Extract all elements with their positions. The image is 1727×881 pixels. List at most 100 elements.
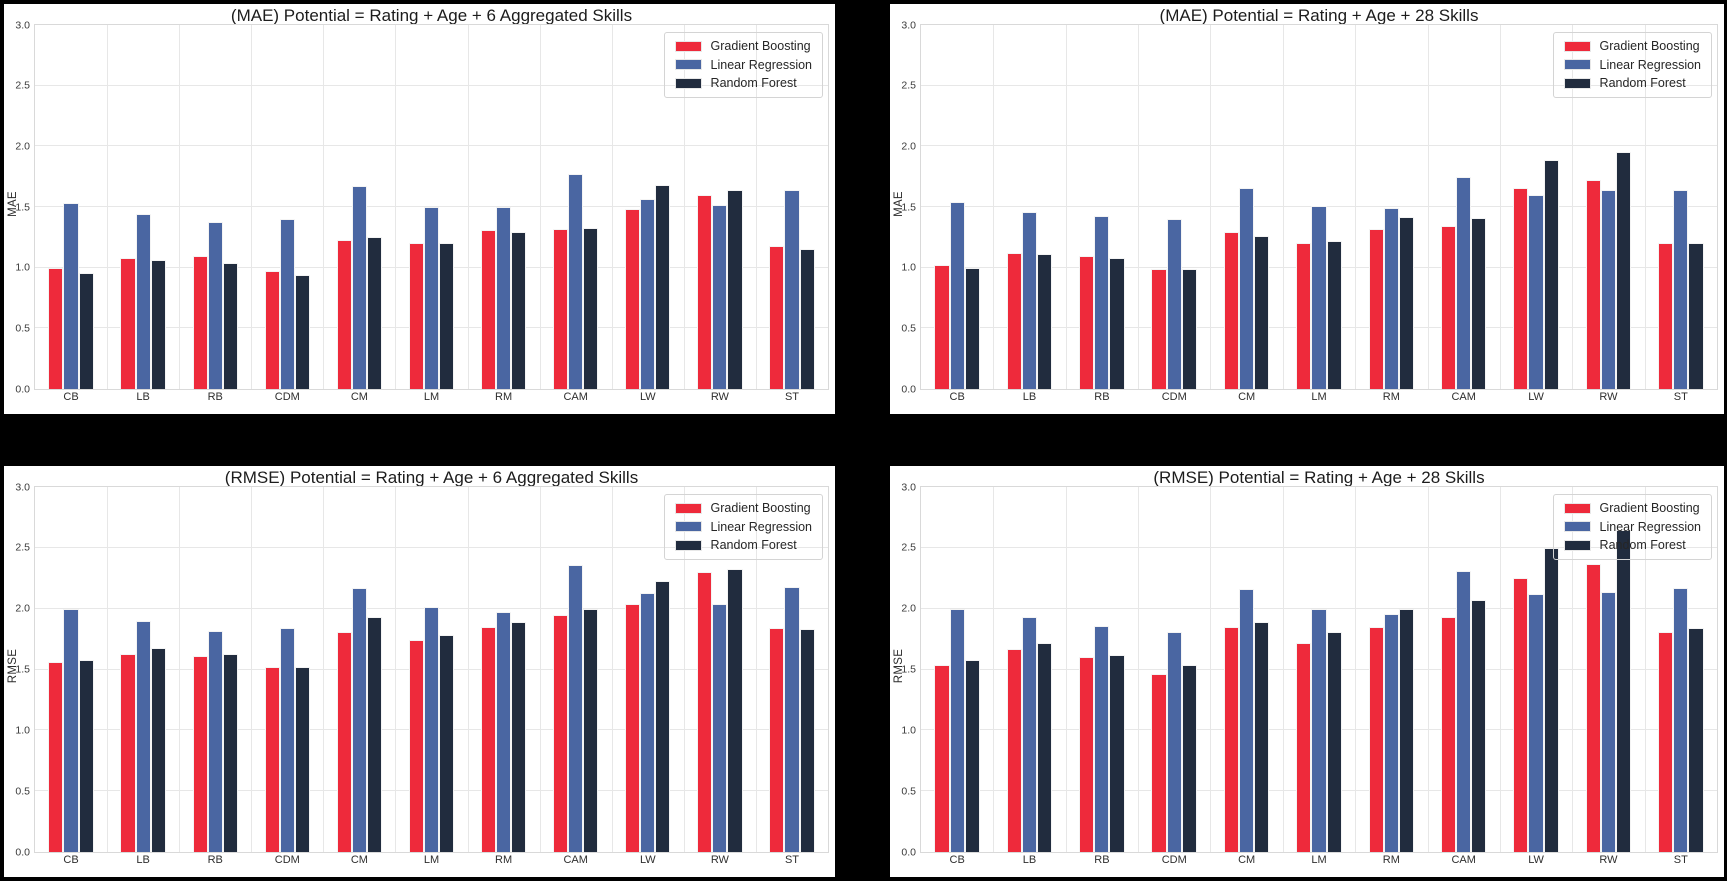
y-tick-label: 0.0 bbox=[901, 845, 916, 858]
bar-gradient-boosting-cm bbox=[1223, 232, 1240, 389]
bar-random-forest-st bbox=[1688, 628, 1704, 852]
bar-random-forest-rm bbox=[511, 232, 527, 389]
y-tick-label: 0.0 bbox=[901, 382, 916, 395]
x-tick-label-rb: RB bbox=[1094, 391, 1110, 403]
x-axis-labels: CB LB RB CDM CM LM RM CAM LW RW ST bbox=[35, 392, 828, 403]
legend: Gradient Boosting Linear Regression Random… bbox=[1552, 32, 1712, 98]
bar-gradient-boosting-rm bbox=[480, 626, 497, 852]
bar-groups bbox=[921, 25, 1717, 389]
bar-random-forest-rm bbox=[511, 622, 527, 852]
bar-random-forest-st bbox=[799, 629, 815, 852]
bar-linear-regression-cm bbox=[351, 587, 367, 852]
bar-gradient-boosting-rb bbox=[1079, 255, 1095, 389]
bar-group-cb bbox=[921, 487, 993, 852]
y-tick-label: 1.5 bbox=[901, 200, 916, 213]
bar-linear-regression-rm bbox=[496, 207, 512, 389]
bar-gradient-boosting-cm bbox=[336, 631, 352, 852]
y-tick-label: 1.0 bbox=[901, 724, 916, 737]
bar-group-st bbox=[756, 25, 828, 389]
chart-panel-rmse-6-aggregated-skills: (RMSE) Potential = Rating + Age + 6 Aggr… bbox=[4, 466, 835, 877]
bar-group-cb bbox=[35, 487, 107, 852]
bar-random-forest-cm bbox=[366, 237, 383, 389]
y-tick-label: 0.0 bbox=[15, 382, 30, 395]
x-tick-label-lw: LW bbox=[1528, 854, 1544, 866]
y-tick-label: 3.0 bbox=[15, 18, 30, 31]
v-gridline bbox=[1355, 25, 1357, 389]
bar-group-rm bbox=[1355, 487, 1427, 852]
bar-gradient-boosting-lm bbox=[408, 640, 424, 852]
bar-linear-regression-rw bbox=[712, 204, 728, 389]
bar-gradient-boosting-rw bbox=[697, 572, 713, 852]
bar-linear-regression-cm bbox=[351, 186, 367, 389]
chart-panel-mae-6-aggregated-skills: (MAE) Potential = Rating + Age + 6 Aggre… bbox=[4, 4, 835, 414]
bar-random-forest-lb bbox=[1037, 642, 1053, 852]
x-tick-label-rw: RW bbox=[710, 854, 729, 866]
bar-linear-regression-lm bbox=[1311, 608, 1327, 852]
bar-group-rb bbox=[1066, 25, 1138, 389]
x-axis-labels: CB LB RB CDM CM LM RM CAM LW RW ST bbox=[35, 855, 828, 866]
bar-random-forest-rm bbox=[1398, 216, 1415, 389]
bar-group-rw bbox=[1572, 487, 1644, 852]
bar-random-forest-lw bbox=[1543, 159, 1559, 389]
legend-label: Random Forest bbox=[710, 76, 797, 90]
bar-random-forest-lw bbox=[1543, 547, 1559, 852]
x-tick-label-cb: CB bbox=[63, 854, 79, 866]
bar-gradient-boosting-cam bbox=[1440, 617, 1457, 852]
legend-swatch-random-forest bbox=[1563, 539, 1591, 551]
bar-group-rb bbox=[1066, 487, 1138, 852]
bar-linear-regression-cb bbox=[949, 608, 965, 852]
v-gridline bbox=[683, 487, 685, 852]
bar-random-forest-st bbox=[799, 249, 815, 389]
bar-group-cam bbox=[1428, 25, 1500, 389]
bar-gradient-boosting-rb bbox=[192, 255, 208, 389]
bar-linear-regression-cam bbox=[1456, 176, 1472, 389]
v-gridline bbox=[107, 487, 109, 852]
chart-title: (MAE) Potential = Rating + Age + 6 Aggre… bbox=[230, 6, 633, 25]
x-tick-label-st: ST bbox=[784, 854, 800, 866]
bar-linear-regression-cdm bbox=[1166, 631, 1182, 852]
x-tick-label-rw: RW bbox=[1599, 391, 1618, 403]
bar-random-forest-rw bbox=[727, 568, 743, 852]
bar-gradient-boosting-lw bbox=[625, 603, 641, 852]
bar-linear-regression-rw bbox=[1600, 591, 1616, 852]
bar-gradient-boosting-rb bbox=[1079, 657, 1095, 852]
bar-group-lm bbox=[395, 25, 467, 389]
bar-gradient-boosting-rm bbox=[480, 230, 497, 389]
plot-area: 0.0 0.5 1.0 1.5 2.0 2.5 3.0 CB LB RB CDM CM LM RM CAM L… bbox=[901, 20, 1718, 403]
x-tick-label-lb: LB bbox=[136, 854, 150, 866]
x-tick-label-lm: LM bbox=[423, 391, 440, 403]
bar-group-lb bbox=[107, 487, 179, 852]
bar-gradient-boosting-rw bbox=[697, 194, 713, 389]
legend-item-random-forest: Random Forest bbox=[674, 76, 812, 90]
y-tick-label: 1.0 bbox=[901, 261, 916, 274]
x-tick-label-rb: RB bbox=[1094, 854, 1110, 866]
bar-group-cam bbox=[540, 487, 612, 852]
legend-item-random-forest: Random Forest bbox=[674, 539, 812, 552]
bar-group-rm bbox=[468, 25, 540, 389]
chart-title: (RMSE) Potential = Rating + Age + 6 Aggr… bbox=[224, 468, 639, 487]
bar-gradient-boosting-lm bbox=[408, 243, 424, 389]
y-tick-label: 2.5 bbox=[15, 541, 30, 554]
bar-linear-regression-rm bbox=[1383, 613, 1399, 852]
v-gridline bbox=[467, 487, 469, 852]
bar-random-forest-lb bbox=[1037, 254, 1053, 389]
v-gridline bbox=[1282, 487, 1284, 852]
y-tick-label: 0.5 bbox=[901, 322, 916, 335]
bar-linear-regression-cb bbox=[949, 202, 965, 389]
x-tick-label-st: ST bbox=[1673, 391, 1688, 403]
bar-gradient-boosting-cam bbox=[1440, 226, 1457, 389]
bar-gradient-boosting-cam bbox=[553, 228, 569, 389]
v-gridline bbox=[611, 25, 613, 389]
bar-group-lw bbox=[1500, 25, 1572, 389]
y-tick-label: 3.0 bbox=[901, 18, 916, 31]
legend-item-linear-regression: Linear Regression bbox=[1563, 520, 1701, 534]
v-gridline bbox=[395, 487, 397, 852]
bar-linear-regression-cdm bbox=[1166, 219, 1182, 389]
h-gridline bbox=[35, 84, 828, 86]
bar-linear-regression-rw bbox=[1600, 190, 1616, 389]
v-gridline bbox=[1138, 25, 1140, 389]
bar-random-forest-cm bbox=[1254, 236, 1270, 389]
v-gridline bbox=[1210, 25, 1212, 389]
y-tick-label: 1.5 bbox=[15, 663, 30, 676]
bar-group-cdm bbox=[251, 487, 323, 852]
